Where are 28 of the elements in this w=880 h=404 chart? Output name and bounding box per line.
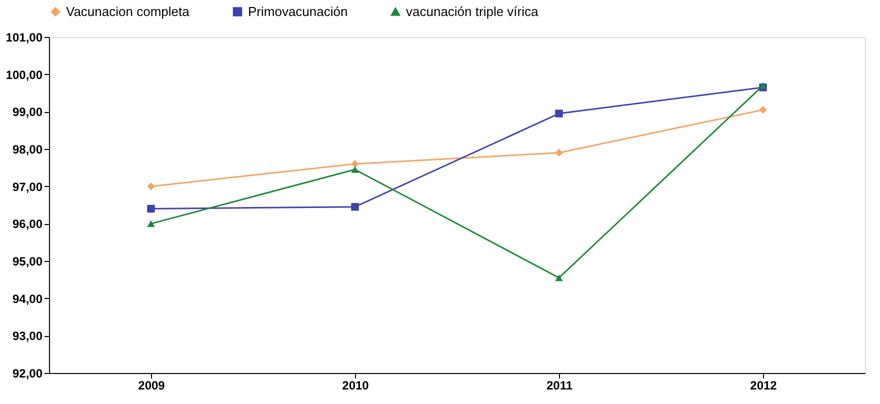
- y-tick-label: 100,00: [6, 68, 43, 82]
- y-tick-label: 92,00: [12, 366, 43, 380]
- point: [759, 82, 767, 89]
- point: [555, 110, 563, 118]
- y-tick-label: 99,00: [12, 105, 43, 120]
- y-tick-label: 93,00: [12, 329, 43, 344]
- y-tick-label: 94,00: [12, 292, 43, 306]
- y-tick-label: 95,00: [12, 254, 43, 268]
- x-tick-label: 2009: [138, 378, 166, 392]
- y-tick-label: 96,00: [12, 217, 43, 232]
- point: [351, 202, 359, 211]
- x-tick-label: 2010: [342, 378, 370, 392]
- point: [147, 204, 155, 213]
- point: [351, 166, 359, 173]
- point: [351, 160, 359, 168]
- x-tick-label: 2012: [750, 378, 778, 392]
- point: [555, 274, 563, 282]
- y-tick-label: 98,00: [12, 142, 43, 156]
- legend-label: vacunación triple vírica: [406, 4, 539, 19]
- y-tick-label: 101,00: [6, 30, 43, 44]
- point: [147, 182, 155, 190]
- legend-label: Vacunacion completa: [66, 4, 190, 19]
- x-tick-label: 2011: [546, 378, 573, 392]
- point: [147, 220, 155, 228]
- y-tick-label: 97,00: [12, 180, 43, 194]
- legend-label: Primovacunación: [248, 4, 348, 19]
- point: [759, 106, 767, 114]
- point: [555, 148, 563, 157]
